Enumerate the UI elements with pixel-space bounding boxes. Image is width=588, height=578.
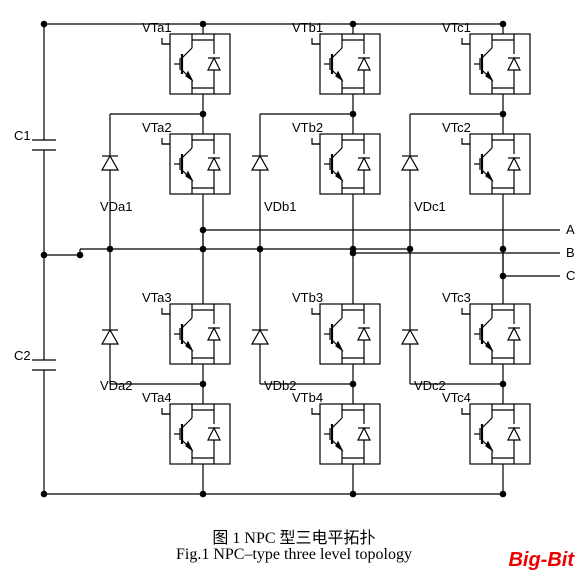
label-vtc3: VTc3 xyxy=(442,290,471,305)
label-vta4: VTa4 xyxy=(142,390,172,405)
label-out-c: C xyxy=(566,268,575,283)
label-c2: C2 xyxy=(14,348,31,363)
caption-en: Fig.1 NPC–type three level topology xyxy=(0,546,588,564)
label-vda2: VDa2 xyxy=(100,378,133,393)
label-c1: C1 xyxy=(14,128,31,143)
label-vda1: VDa1 xyxy=(100,199,133,214)
label-vta2: VTa2 xyxy=(142,120,172,135)
label-vtc2: VTc2 xyxy=(442,120,471,135)
label-vta1: VTa1 xyxy=(142,20,172,35)
label-vtc1: VTc1 xyxy=(442,20,471,35)
label-vtb4: VTb4 xyxy=(292,390,323,405)
label-out-b: B xyxy=(566,245,575,260)
caption-cn: 图 1 NPC 型三电平拓扑 xyxy=(0,524,588,548)
label-vdc1: VDc1 xyxy=(414,199,446,214)
label-vtb1: VTb1 xyxy=(292,20,323,35)
label-vtb3: VTb3 xyxy=(292,290,323,305)
label-vtb2: VTb2 xyxy=(292,120,323,135)
label-vta3: VTa3 xyxy=(142,290,172,305)
label-out-a: A xyxy=(566,222,575,237)
label-vtc4: VTc4 xyxy=(442,390,471,405)
watermark: Big-Bit xyxy=(508,549,574,572)
label-vdb1: VDb1 xyxy=(264,199,297,214)
